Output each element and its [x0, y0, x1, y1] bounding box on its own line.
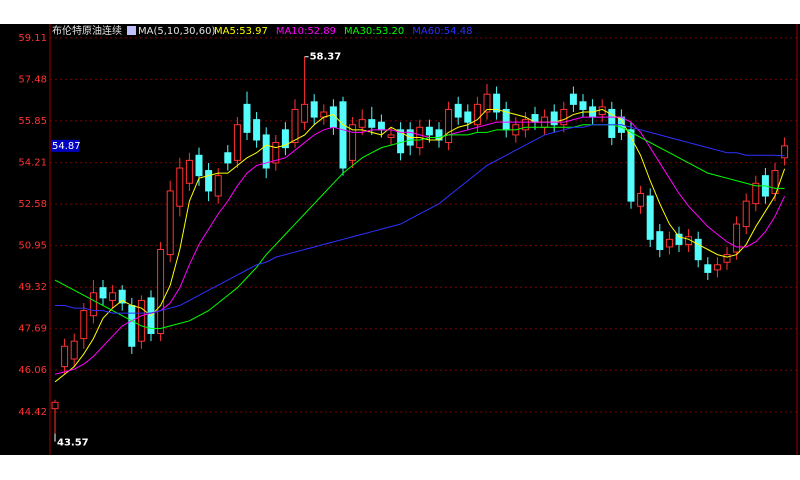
candle-body [262, 134, 270, 169]
candle-body [646, 195, 654, 240]
price-tag-label: 54.87 [52, 141, 81, 152]
candle-body [425, 126, 433, 136]
candle-body [205, 170, 213, 192]
candle-body [166, 190, 174, 256]
candle-body [281, 129, 289, 149]
candle-body [713, 264, 721, 271]
candle-body [195, 154, 203, 177]
legend-entry: MA5:53.97 [214, 26, 268, 37]
y-tick-label: 49.32 [18, 282, 47, 293]
candle-body [771, 170, 779, 194]
candle-body [157, 249, 165, 335]
candle-body [176, 167, 184, 207]
y-tick-label: 55.85 [18, 116, 47, 127]
candle-body [569, 93, 577, 105]
candle-body [214, 175, 222, 197]
candle-body [675, 233, 683, 245]
price-tag [51, 139, 79, 152]
legend-entry: MA10:52.89 [276, 26, 336, 37]
candle-body [128, 305, 136, 347]
candle-body [637, 192, 645, 207]
candle-body [291, 108, 299, 144]
legend-entry: MA60:54.48 [412, 26, 472, 37]
candle-body [445, 108, 453, 144]
y-tick-label: 50.95 [18, 241, 47, 252]
y-tick-label: 46.06 [18, 365, 47, 376]
candle-body [723, 254, 731, 263]
candle-body [118, 289, 126, 304]
candle-body [694, 238, 702, 261]
candle-body [464, 111, 472, 123]
candle-body [560, 108, 568, 126]
y-tick-label: 59.11 [18, 33, 47, 44]
indicator-label: MA(5,10,30,60) [138, 26, 215, 37]
candle-body [454, 103, 462, 118]
chart-title: 布伦特原油连续 [52, 24, 122, 37]
candle-body [89, 292, 97, 317]
ma-line [54, 116, 786, 375]
legend-entry: MA30:53.20 [344, 26, 404, 37]
ma-line [55, 124, 785, 314]
y-tick-label: 52.58 [18, 199, 47, 210]
candle-body [185, 159, 193, 184]
candle-body [733, 223, 741, 253]
candle-body [627, 129, 635, 202]
indicator-icon [127, 26, 136, 35]
candle-body [493, 93, 501, 113]
candle-body [608, 108, 616, 138]
ma-line [54, 124, 785, 329]
candle-body [742, 200, 750, 228]
candle-body [51, 401, 59, 410]
candle-body [310, 101, 318, 118]
candle-body [704, 264, 712, 273]
candle-body [137, 299, 145, 342]
candle-body [109, 292, 117, 301]
candle-body [521, 119, 529, 131]
candle-body [349, 124, 357, 161]
high-label: 58.37 [310, 52, 342, 63]
y-tick-label: 44.42 [18, 407, 47, 418]
y-tick-label: 54.21 [18, 158, 47, 169]
low-label: 43.57 [57, 438, 89, 449]
candle-body [272, 142, 280, 164]
ma-line [54, 108, 786, 383]
candle-body [483, 93, 491, 113]
candle-body [99, 287, 107, 299]
candle-body [233, 124, 241, 161]
y-tick-label: 47.69 [18, 324, 47, 335]
candle-body [253, 119, 261, 141]
candle-body [781, 145, 789, 159]
candle-body [377, 121, 385, 131]
candle-body [550, 111, 558, 126]
candle-body [339, 101, 347, 169]
candle-body [368, 119, 376, 128]
candle-body [752, 182, 760, 205]
candle-body [224, 152, 232, 164]
candle-body [358, 119, 366, 128]
candle-body [61, 345, 69, 368]
candle-body [665, 238, 673, 248]
y-tick-label: 57.48 [18, 74, 47, 85]
candle-body [80, 310, 88, 340]
candle-body [473, 103, 481, 126]
candle-body [656, 231, 664, 251]
candle-body [243, 103, 251, 133]
candle-body [70, 340, 78, 360]
candle-body [387, 134, 395, 138]
candle-body [579, 101, 587, 110]
candle-body [301, 103, 309, 123]
